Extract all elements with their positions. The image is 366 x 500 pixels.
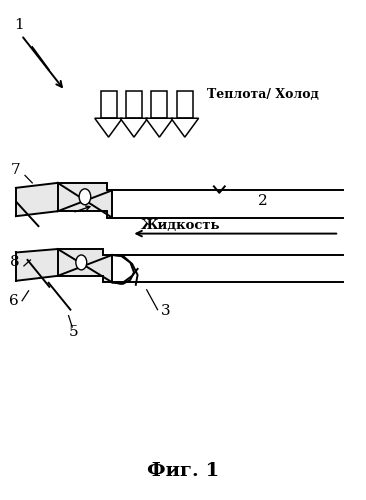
Bar (177, 91, 193, 118)
Text: 6: 6 (9, 294, 18, 308)
Polygon shape (120, 118, 148, 137)
Circle shape (76, 255, 87, 270)
Text: 7: 7 (11, 164, 20, 177)
Polygon shape (16, 183, 58, 216)
Polygon shape (58, 249, 112, 282)
Text: 8: 8 (11, 255, 20, 269)
Text: 5: 5 (68, 324, 78, 338)
Text: Теплота/ Холод: Теплота/ Холод (207, 88, 318, 102)
Polygon shape (16, 249, 58, 281)
Text: 1: 1 (14, 18, 24, 32)
Text: Фиг. 1: Фиг. 1 (147, 462, 219, 480)
Text: 2: 2 (257, 194, 267, 208)
Polygon shape (146, 118, 173, 137)
Bar (101, 91, 116, 118)
Bar (126, 91, 142, 118)
Polygon shape (171, 118, 199, 137)
Polygon shape (58, 183, 112, 218)
Circle shape (79, 189, 91, 205)
Text: Жидкость: Жидкость (141, 218, 221, 232)
Bar (152, 91, 167, 118)
Text: 3: 3 (161, 304, 171, 318)
Polygon shape (95, 118, 122, 137)
